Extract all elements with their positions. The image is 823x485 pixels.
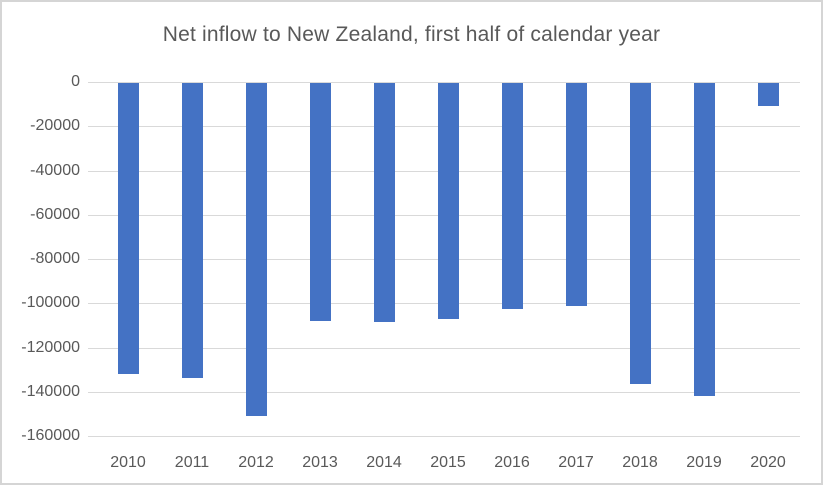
x-axis: 2010 2011 2012 2013 2014 2015 2016 2017 2018 2019…: [96, 454, 800, 472]
chart-title: Net inflow to New Zealand, first half of…: [162, 23, 661, 46]
y-tick-label: -20000: [30, 117, 80, 134]
x-tick-label: 2014: [366, 454, 402, 471]
bar-2013: [310, 83, 331, 321]
bar-2016: [502, 83, 523, 309]
y-tick-label: -40000: [30, 162, 80, 179]
x-tick-label: 2016: [494, 454, 530, 471]
y-tick-label: -80000: [30, 250, 80, 267]
gridline: [88, 82, 800, 83]
y-tick-label: -100000: [21, 294, 80, 311]
y-tick-label: -160000: [21, 427, 80, 444]
x-tick-label: 2010: [110, 454, 146, 471]
x-tick-label: 2019: [686, 454, 722, 471]
y-tick-label: -120000: [21, 339, 80, 356]
bar-2015: [438, 83, 459, 319]
x-tick-label: 2013: [302, 454, 338, 471]
bar-2012: [246, 83, 267, 416]
bar-2019: [694, 83, 715, 396]
y-tick-label: 0: [71, 73, 80, 90]
y-axis: 0 -20000 -40000 -60000 -80000 -100000 -120000 -…: [2, 2, 80, 483]
x-tick-label: 2020: [750, 454, 786, 471]
y-tick-label: -140000: [21, 383, 80, 400]
x-tick-label: 2012: [238, 454, 274, 471]
bar-2017: [566, 83, 587, 306]
gridline: [88, 348, 800, 349]
x-tick-label: 2018: [622, 454, 658, 471]
plot-area: [88, 82, 800, 437]
bar-2018: [630, 83, 651, 384]
x-tick-label: 2011: [174, 454, 210, 471]
y-tick-label: -60000: [30, 206, 80, 223]
bar-2014: [374, 83, 395, 322]
x-tick-label: 2017: [558, 454, 594, 471]
gridline: [88, 392, 800, 393]
gridline: [88, 436, 800, 437]
bar-2010: [118, 83, 139, 374]
bar-2011: [182, 83, 203, 378]
bar-2020: [758, 83, 779, 106]
x-tick-label: 2015: [430, 454, 466, 471]
